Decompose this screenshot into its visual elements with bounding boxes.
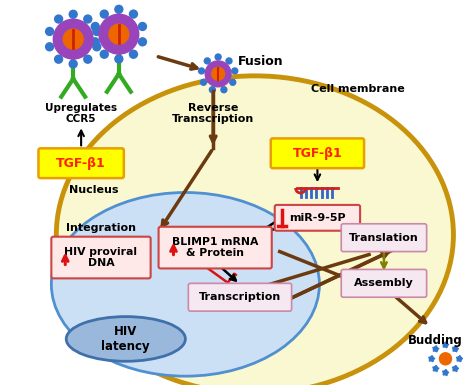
Text: Upregulates
CCR5: Upregulates CCR5 xyxy=(45,103,117,124)
Text: BLIMP1 mRNA
& Protein: BLIMP1 mRNA & Protein xyxy=(172,237,258,258)
Circle shape xyxy=(204,58,210,64)
Circle shape xyxy=(46,43,54,51)
Text: Cell membrane: Cell membrane xyxy=(311,84,405,94)
Circle shape xyxy=(210,87,215,93)
Ellipse shape xyxy=(56,76,454,386)
Circle shape xyxy=(452,366,458,372)
Circle shape xyxy=(452,346,458,352)
Text: Reverse
Transcription: Reverse Transcription xyxy=(172,103,254,124)
Circle shape xyxy=(69,10,77,18)
Circle shape xyxy=(212,68,225,80)
Text: TGF-β1: TGF-β1 xyxy=(292,147,342,160)
Circle shape xyxy=(226,58,232,64)
Circle shape xyxy=(138,22,146,30)
Circle shape xyxy=(69,60,77,68)
Circle shape xyxy=(91,22,99,30)
Circle shape xyxy=(433,346,438,352)
Circle shape xyxy=(428,356,435,362)
Circle shape xyxy=(199,68,204,74)
Circle shape xyxy=(439,353,452,365)
Circle shape xyxy=(232,68,238,74)
Circle shape xyxy=(115,5,123,13)
Circle shape xyxy=(84,15,92,23)
Circle shape xyxy=(138,38,146,46)
Circle shape xyxy=(433,366,438,372)
Circle shape xyxy=(443,342,448,348)
Circle shape xyxy=(91,38,99,46)
Circle shape xyxy=(443,370,448,376)
Text: Transcription: Transcription xyxy=(199,292,281,302)
Circle shape xyxy=(100,10,108,18)
Circle shape xyxy=(100,50,108,58)
Circle shape xyxy=(93,43,101,51)
Circle shape xyxy=(129,50,137,58)
Circle shape xyxy=(215,54,221,60)
Text: Integration: Integration xyxy=(66,223,136,233)
Circle shape xyxy=(205,61,231,87)
Text: TGF-β1: TGF-β1 xyxy=(56,157,106,170)
Circle shape xyxy=(129,10,137,18)
Text: Fusion: Fusion xyxy=(238,56,283,68)
Circle shape xyxy=(201,80,207,85)
Circle shape xyxy=(84,55,92,63)
FancyBboxPatch shape xyxy=(271,139,364,168)
FancyBboxPatch shape xyxy=(341,269,427,297)
Text: HIV proviral
DNA: HIV proviral DNA xyxy=(64,247,137,268)
FancyBboxPatch shape xyxy=(188,283,292,311)
Circle shape xyxy=(55,15,63,23)
Circle shape xyxy=(54,19,93,59)
Text: Translation: Translation xyxy=(349,233,419,243)
FancyBboxPatch shape xyxy=(159,227,272,268)
FancyBboxPatch shape xyxy=(38,148,124,178)
Circle shape xyxy=(46,27,54,36)
Text: miR-9-5P: miR-9-5P xyxy=(289,213,346,223)
Circle shape xyxy=(99,14,139,54)
FancyBboxPatch shape xyxy=(341,224,427,252)
Circle shape xyxy=(109,24,129,44)
Text: Budding: Budding xyxy=(408,334,463,347)
Text: HIV
latency: HIV latency xyxy=(101,325,150,353)
Ellipse shape xyxy=(51,193,319,376)
Ellipse shape xyxy=(66,317,185,361)
Circle shape xyxy=(230,80,236,85)
FancyBboxPatch shape xyxy=(51,237,151,278)
Circle shape xyxy=(115,55,123,63)
Circle shape xyxy=(55,55,63,63)
FancyBboxPatch shape xyxy=(275,205,360,231)
Text: Assembly: Assembly xyxy=(354,278,414,288)
Text: Nucleus: Nucleus xyxy=(69,185,118,195)
Circle shape xyxy=(221,87,227,93)
Circle shape xyxy=(93,27,101,36)
Circle shape xyxy=(456,356,462,362)
Circle shape xyxy=(63,29,83,49)
